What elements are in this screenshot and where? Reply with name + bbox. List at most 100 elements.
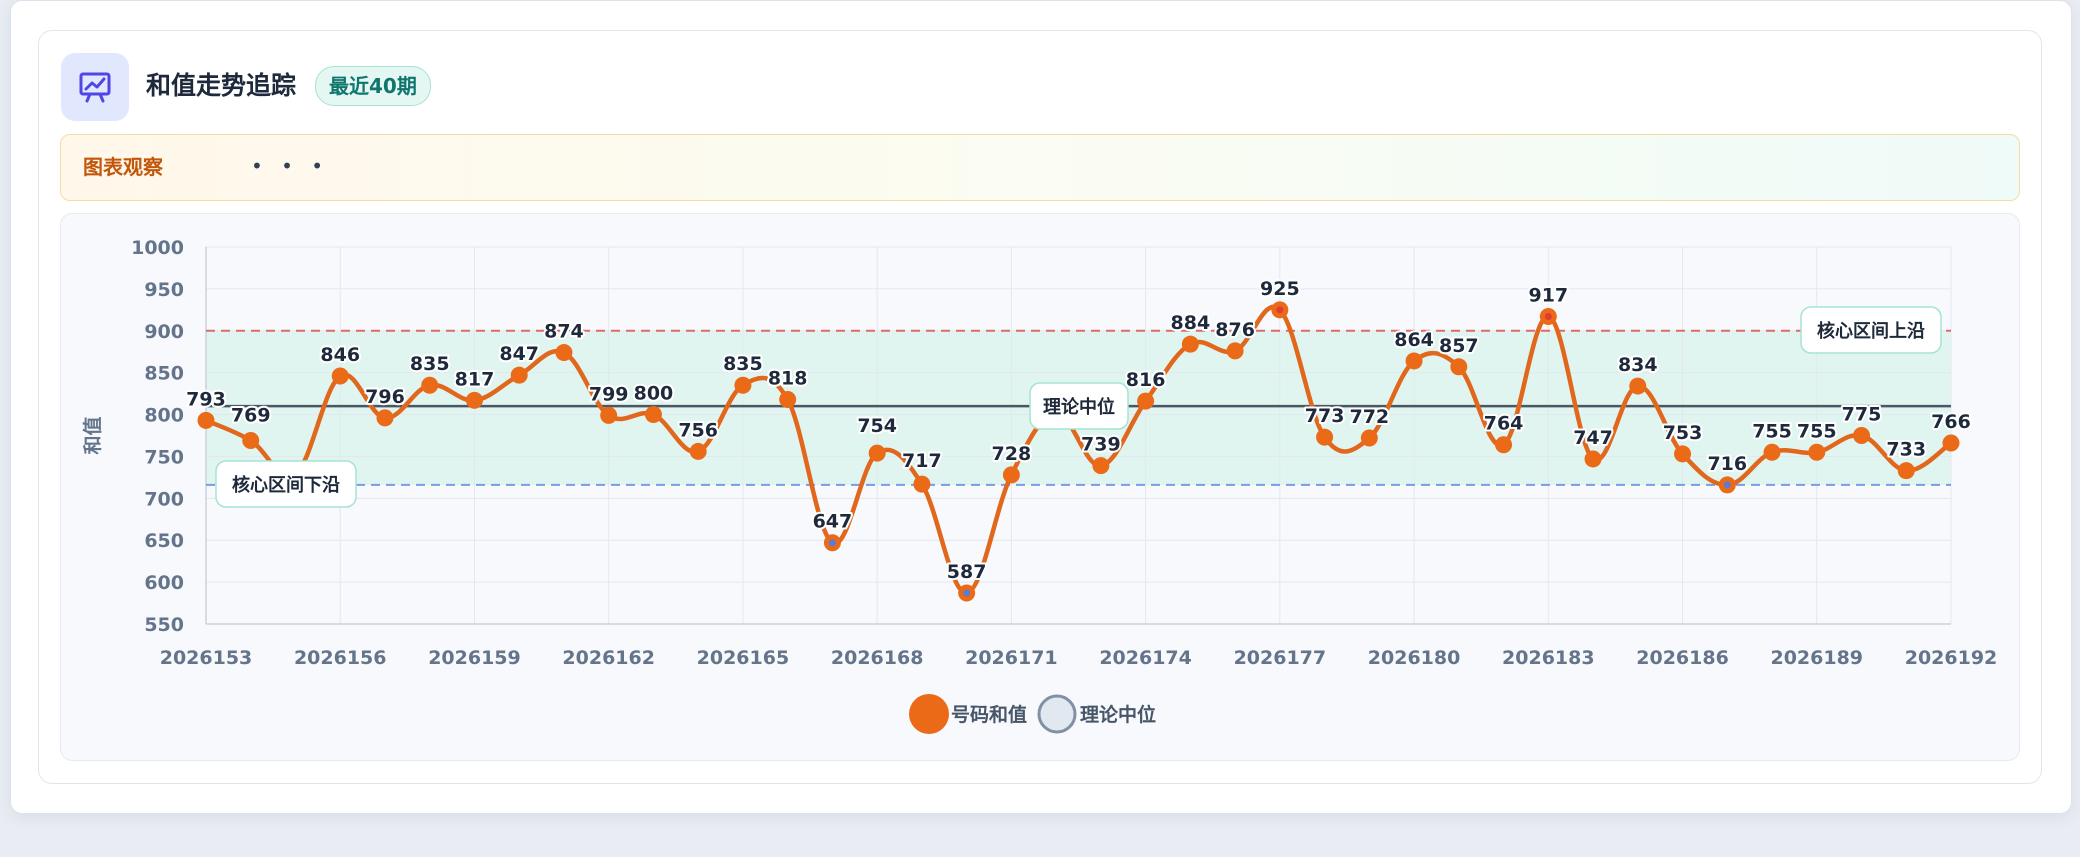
data-label: 753 [1663, 422, 1703, 444]
data-label: 647 [813, 511, 853, 533]
data-label: 772 [1349, 406, 1389, 428]
data-point [376, 409, 394, 427]
data-point [510, 366, 528, 384]
data-label: 847 [499, 343, 539, 365]
data-point [197, 411, 215, 429]
data-label: 857 [1439, 335, 1479, 357]
data-label: 816 [1126, 369, 1166, 391]
data-label: 796 [365, 386, 405, 408]
sum-trend-chart: 550 600 650 700 750 800 850 900 950 1000 2026153 20… [81, 237, 1998, 734]
y-tick-label: 800 [144, 405, 184, 427]
data-label: 756 [678, 419, 718, 441]
median-annotation: 理论中位 [1043, 396, 1115, 418]
data-label: 716 [1707, 453, 1747, 475]
data-label: 876 [1215, 319, 1255, 341]
data-point [1092, 457, 1110, 475]
median-annotation-box [1029, 382, 1129, 430]
x-tick-label: 2026168 [831, 647, 924, 669]
data-label: 773 [1305, 405, 1345, 427]
y-tick-label: 600 [144, 572, 184, 594]
lower-annotation: 核心区间下沿 [232, 474, 340, 496]
data-point [913, 475, 931, 493]
data-label: 739 [1081, 434, 1121, 456]
data-point [1226, 342, 1244, 360]
x-tick-label: 2026186 [1636, 647, 1729, 669]
data-point [555, 344, 573, 362]
data-label: 733 [1886, 439, 1926, 461]
upper-annotation-box [1800, 306, 1942, 354]
legend-median-marker [1037, 694, 1077, 734]
data-label: 835 [723, 353, 763, 375]
data-point [1808, 443, 1826, 461]
data-label: 817 [455, 368, 495, 390]
data-point [689, 442, 707, 460]
x-tick-label: 2026177 [1234, 647, 1327, 669]
y-tick-label: 550 [144, 614, 184, 636]
data-point [779, 390, 797, 408]
upper-annotation: 核心区间上沿 [1817, 320, 1925, 342]
data-label: 728 [992, 443, 1032, 465]
y-axis-title: 和值 [81, 416, 104, 454]
x-tick-label: 2026162 [562, 647, 655, 669]
data-point-low-marker [1723, 481, 1731, 489]
x-tick-label: 2026159 [428, 647, 521, 669]
data-label: 884 [1171, 312, 1211, 334]
data-label: 874 [544, 321, 584, 343]
data-label: 766 [1931, 411, 1971, 433]
y-tick-label: 650 [144, 530, 184, 552]
data-label: 717 [902, 450, 942, 472]
data-point [242, 432, 260, 450]
legend-series-label: 号码和值 [951, 703, 1027, 726]
data-label: 755 [1752, 420, 1792, 442]
data-label: 864 [1394, 329, 1434, 351]
legend-median-label: 理论中位 [1080, 703, 1156, 726]
x-tick-label: 2026165 [697, 647, 790, 669]
observation-label: 图表观察 [83, 155, 163, 179]
period-badge: 最近40期 [315, 66, 431, 106]
more-dots-icon[interactable]: • • • [251, 154, 330, 178]
data-label: 800 [634, 383, 674, 405]
data-point [1495, 436, 1513, 454]
data-point [1002, 466, 1020, 484]
data-point [1942, 434, 1960, 452]
data-point [1181, 335, 1199, 353]
data-point [1405, 352, 1423, 370]
data-point [1674, 445, 1692, 463]
data-point [421, 376, 439, 394]
data-point [868, 444, 886, 462]
data-point [1584, 450, 1602, 468]
data-point-high-marker [1544, 313, 1552, 321]
x-tick-label: 2026180 [1368, 647, 1461, 669]
data-label: 834 [1618, 354, 1658, 376]
x-tick-label: 2026156 [294, 647, 387, 669]
data-label: 835 [410, 353, 450, 375]
y-tick-label: 850 [144, 363, 184, 385]
page-title: 和值走势追踪 [146, 71, 297, 100]
data-label: 925 [1260, 278, 1300, 300]
data-label: 775 [1842, 404, 1882, 426]
data-point [644, 406, 662, 424]
data-point-high-marker [1276, 306, 1284, 314]
data-point-low-marker [828, 539, 836, 547]
data-label: 587 [947, 561, 987, 583]
observation-bar[interactable]: 图表观察 • • • [60, 134, 2020, 201]
data-label: 755 [1797, 420, 1837, 442]
data-label: 747 [1573, 427, 1613, 449]
y-tick-label: 700 [144, 488, 184, 510]
data-point [1316, 428, 1334, 446]
chart-panel: 550 600 650 700 750 800 850 900 950 1000 2026153 20… [60, 213, 2020, 761]
data-label: 764 [1484, 413, 1524, 435]
y-tick-label: 1000 [131, 237, 184, 259]
x-tick-label: 2026192 [1905, 647, 1998, 669]
data-label: 754 [857, 415, 897, 437]
data-point [465, 391, 483, 409]
data-point [600, 406, 618, 424]
y-tick-label: 750 [144, 446, 184, 468]
data-label: 793 [186, 388, 226, 410]
x-tick-label: 2026189 [1770, 647, 1863, 669]
data-point [734, 376, 752, 394]
x-tick-label: 2026174 [1099, 647, 1192, 669]
data-label: 769 [231, 405, 271, 427]
data-label: 799 [589, 383, 629, 405]
presentation-chart-icon [61, 53, 129, 121]
